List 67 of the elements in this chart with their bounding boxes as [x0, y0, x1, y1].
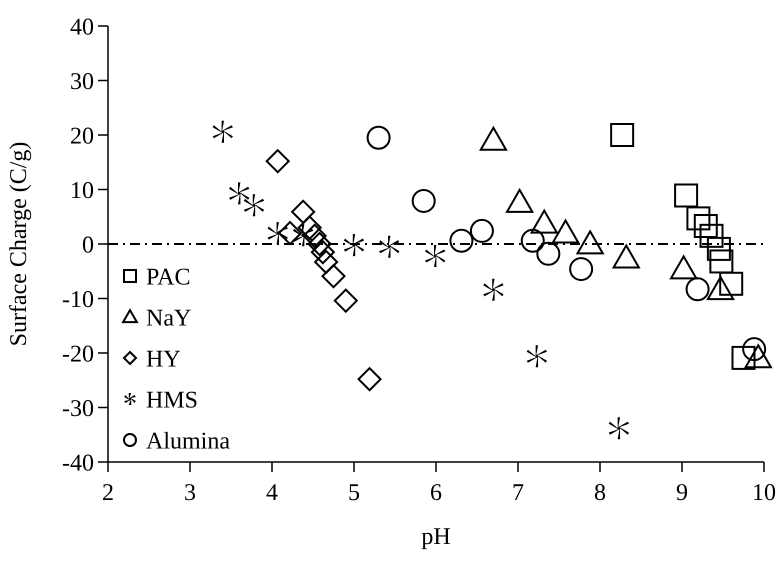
point [229, 182, 250, 204]
y-tick-label: -10 [62, 286, 94, 313]
point [412, 188, 436, 213]
legend-label: PAC [146, 264, 190, 290]
point [314, 250, 338, 274]
point [291, 200, 316, 224]
x-tick-label: 6 [430, 480, 442, 506]
x-tick-label: 5 [348, 480, 360, 506]
point [526, 345, 547, 368]
point [212, 120, 233, 143]
point [608, 417, 629, 440]
point [610, 123, 634, 147]
y-tick-label: 10 [70, 178, 94, 204]
point [366, 126, 391, 150]
point [310, 240, 335, 264]
point [612, 244, 640, 269]
point [520, 228, 545, 253]
point [302, 224, 327, 248]
point [709, 249, 734, 274]
point [278, 221, 302, 246]
x-tick-label: 2 [102, 480, 114, 506]
point [358, 367, 382, 392]
legend-label: HY [146, 346, 181, 372]
point [483, 278, 504, 301]
legend-label: Alumina [146, 428, 230, 454]
y-tick-label: 0 [82, 232, 94, 258]
x-tick-label: 3 [184, 480, 196, 506]
point [530, 210, 558, 234]
x-axis-title: pH [421, 524, 451, 550]
point [266, 149, 290, 174]
point [268, 222, 288, 244]
point [449, 228, 474, 253]
legend-label: HMS [146, 387, 198, 414]
y-axis-title: Surface Charge (C/g) [6, 142, 32, 346]
y-tick-label: 20 [70, 123, 94, 150]
point [379, 236, 400, 258]
y-tick-label: -40 [62, 450, 94, 476]
y-tick-label: -30 [62, 396, 94, 422]
point [732, 346, 756, 370]
point [674, 183, 698, 208]
x-tick-label: 7 [512, 480, 524, 506]
point [322, 264, 346, 288]
point [344, 234, 364, 256]
legend-label: NaY [146, 305, 192, 332]
x-tick-label: 9 [676, 480, 688, 506]
point [719, 272, 744, 296]
x-tick-label: 10 [752, 480, 776, 506]
y-tick-label: 30 [70, 68, 94, 95]
point [298, 216, 322, 240]
point [244, 194, 264, 216]
point [293, 224, 314, 246]
point [569, 257, 594, 282]
point [706, 236, 731, 261]
point [706, 276, 734, 300]
x-tick-label: 8 [594, 480, 606, 506]
point [700, 224, 724, 248]
point [470, 218, 494, 243]
y-tick-label: 40 [70, 14, 94, 40]
point [308, 232, 332, 256]
point [425, 244, 446, 267]
point [536, 242, 560, 266]
x-tick-label: 4 [266, 480, 278, 506]
point [694, 214, 718, 238]
point [334, 288, 358, 313]
point [686, 206, 710, 230]
y-tick-label: -20 [62, 341, 94, 368]
point [686, 277, 710, 302]
